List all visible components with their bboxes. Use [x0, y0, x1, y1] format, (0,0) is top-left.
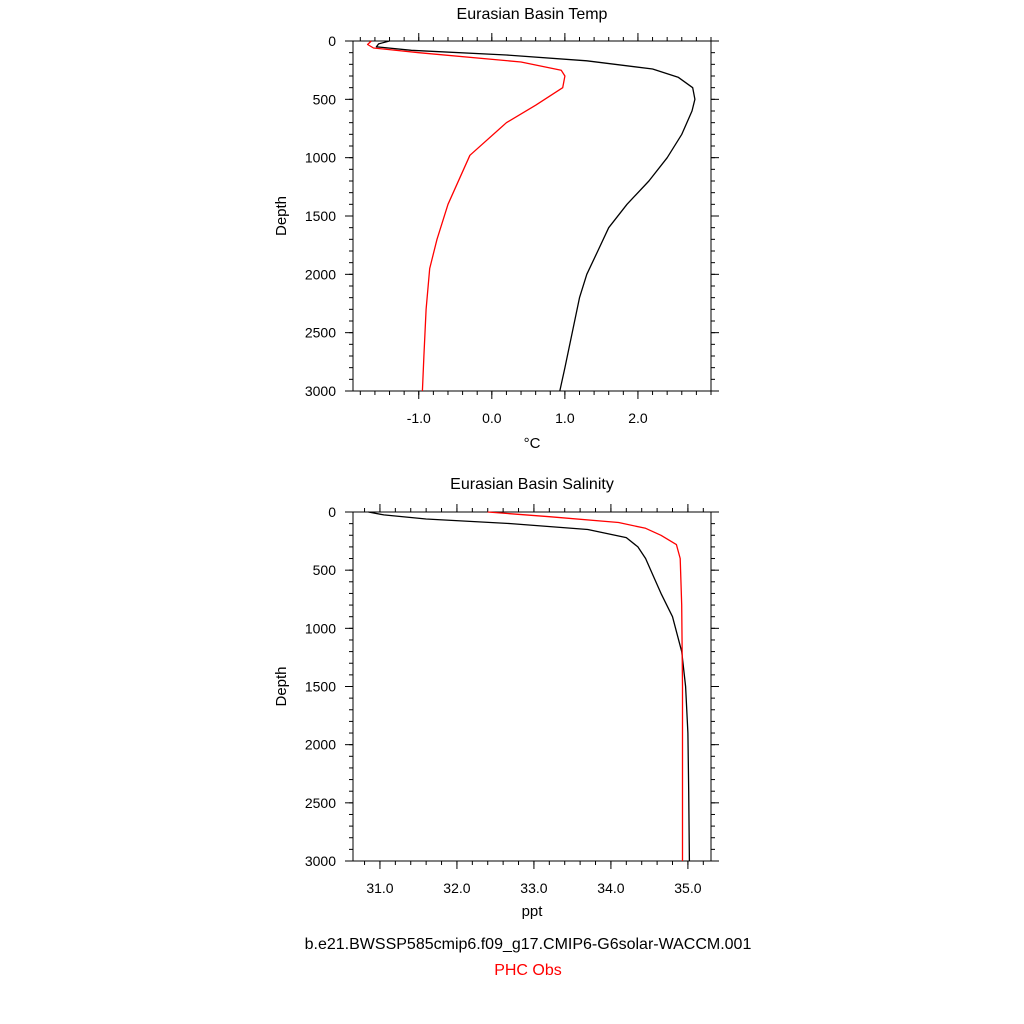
chart-title: Eurasian Basin Temp	[457, 6, 608, 23]
x-axis-label: °C	[524, 435, 541, 452]
salinity-panel: Eurasian Basin Salinity ppt Depth 31.0 32.0 3…	[273, 476, 719, 920]
plot-frame	[352, 511, 712, 862]
x-tick-label: 0.0	[482, 410, 502, 426]
y-tick-label: 500	[313, 562, 337, 578]
x-tick-label: 35.0	[674, 880, 701, 896]
y-tick-label: 1000	[305, 150, 336, 166]
x-tick-label: 32.0	[443, 880, 470, 896]
x-axis-label: ppt	[522, 903, 544, 920]
chart-title: Eurasian Basin Salinity	[450, 476, 614, 493]
y-tick-label: 1500	[305, 679, 336, 695]
obs-series-line	[366, 40, 566, 392]
y-tick-label: 0	[328, 504, 336, 520]
obs-series-line	[487, 511, 684, 861]
y-tick-label: 1500	[305, 208, 336, 224]
model-series-line	[375, 40, 696, 392]
y-tick-label: 3000	[305, 853, 336, 869]
model-run-caption: b.e21.BWSSP585cmip6.f09_g17.CMIP6-G6sola…	[304, 936, 752, 953]
y-tick-label: 3000	[305, 383, 336, 399]
y-tick-label: 2000	[305, 266, 336, 282]
y-tick-label: 2500	[305, 795, 336, 811]
x-tick-label: -1.0	[407, 410, 431, 426]
x-tick-label: 34.0	[597, 880, 624, 896]
model-series-line	[368, 511, 691, 862]
plot-frame	[352, 40, 712, 392]
y-axis-label: Depth	[273, 666, 290, 706]
x-tick-label: 33.0	[520, 880, 547, 896]
obs-caption: PHC Obs	[494, 962, 562, 979]
x-tick-label: 1.0	[555, 410, 575, 426]
y-tick-label: 500	[313, 91, 337, 107]
x-tick-label: 31.0	[366, 880, 393, 896]
y-tick-label: 0	[328, 33, 336, 49]
temperature-panel: Eurasian Basin Temp °C Depth -1.0 0.0 1.0 2.0 0…	[273, 6, 719, 452]
y-tick-label: 2000	[305, 737, 336, 753]
y-tick-label: 1000	[305, 620, 336, 636]
x-tick-label: 2.0	[628, 410, 648, 426]
y-tick-label: 2500	[305, 325, 336, 341]
y-axis-label: Depth	[273, 196, 290, 236]
